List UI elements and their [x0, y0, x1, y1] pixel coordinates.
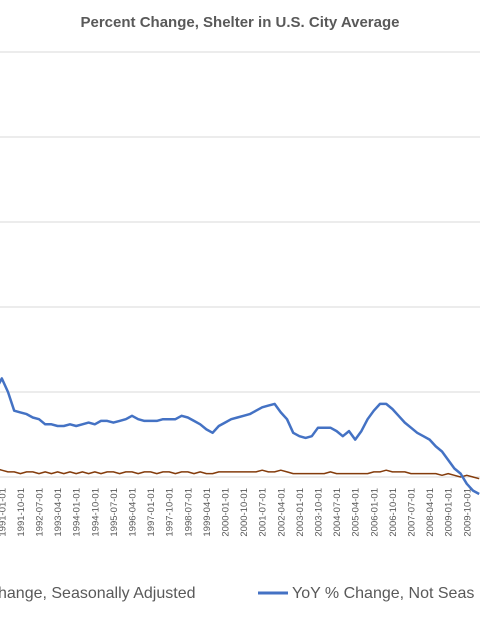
x-tick-label: 1994-10-01 — [90, 488, 101, 537]
x-tick-label: 2000-10-01 — [239, 488, 250, 537]
x-tick-label: 1997-01-01 — [146, 488, 157, 537]
x-tick-label: 2003-01-01 — [295, 488, 306, 537]
x-tick-label: 1991-10-01 — [16, 488, 27, 537]
x-tick-label: 2004-07-01 — [332, 488, 343, 537]
x-tick-label: 2003-10-01 — [314, 488, 325, 537]
x-tick-label: 2007-07-01 — [407, 488, 418, 537]
x-tick-label: 1997-10-01 — [165, 488, 176, 537]
x-tick-label: 2006-10-01 — [388, 488, 399, 537]
x-tick-label: 2006-01-01 — [369, 488, 380, 537]
legend-label: YoY % Change, Not Seas — [292, 585, 474, 602]
x-tick-label: 1993-04-01 — [53, 488, 64, 537]
x-tick-label: 1991-01-01 — [0, 488, 8, 537]
x-tick-label: 2009-01-01 — [444, 488, 455, 537]
series-line — [0, 377, 480, 496]
x-tick-label: 2009-10-01 — [462, 488, 473, 537]
x-tick-label: 2005-04-01 — [351, 488, 362, 537]
x-tick-label: 1994-01-01 — [72, 488, 83, 537]
x-tick-label: 2000-01-01 — [221, 488, 232, 537]
x-tick-label: 2001-07-01 — [258, 488, 269, 537]
x-tick-label: 2002-04-01 — [276, 488, 287, 537]
series-line — [0, 468, 480, 480]
x-tick-label: 1992-07-01 — [35, 488, 46, 537]
x-tick-label: 2008-04-01 — [425, 488, 436, 537]
x-tick-label: 1999-04-01 — [202, 488, 213, 537]
x-tick-label: 1998-07-01 — [183, 488, 194, 537]
chart-title: Percent Change, Shelter in U.S. City Ave… — [81, 14, 400, 31]
x-tick-label: 1995-07-01 — [109, 488, 120, 537]
legend-label: hange, Seasonally Adjusted — [0, 585, 195, 602]
x-tick-label: 1996-04-01 — [128, 488, 139, 537]
